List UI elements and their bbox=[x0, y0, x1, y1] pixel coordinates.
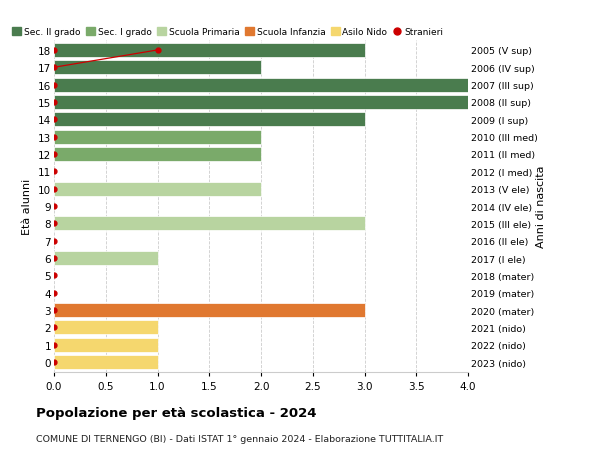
Bar bbox=[54, 61, 261, 75]
Bar bbox=[54, 44, 365, 58]
Bar bbox=[54, 182, 261, 196]
Bar bbox=[54, 113, 365, 127]
Y-axis label: Età alunni: Età alunni bbox=[22, 179, 32, 235]
Bar bbox=[54, 217, 365, 231]
Bar bbox=[54, 147, 261, 162]
Bar bbox=[54, 95, 468, 110]
Text: COMUNE DI TERNENGO (BI) - Dati ISTAT 1° gennaio 2024 - Elaborazione TUTTITALIA.I: COMUNE DI TERNENGO (BI) - Dati ISTAT 1° … bbox=[36, 434, 443, 443]
Bar bbox=[54, 130, 261, 145]
Y-axis label: Anni di nascita: Anni di nascita bbox=[536, 165, 546, 248]
Bar bbox=[54, 78, 468, 93]
Bar bbox=[54, 320, 157, 335]
Text: Popolazione per età scolastica - 2024: Popolazione per età scolastica - 2024 bbox=[36, 406, 317, 419]
Legend: Sec. II grado, Sec. I grado, Scuola Primaria, Scuola Infanzia, Asilo Nido, Stran: Sec. II grado, Sec. I grado, Scuola Prim… bbox=[8, 24, 447, 40]
Bar bbox=[54, 355, 157, 369]
Bar bbox=[54, 252, 157, 266]
Bar bbox=[54, 303, 365, 318]
Bar bbox=[54, 338, 157, 352]
